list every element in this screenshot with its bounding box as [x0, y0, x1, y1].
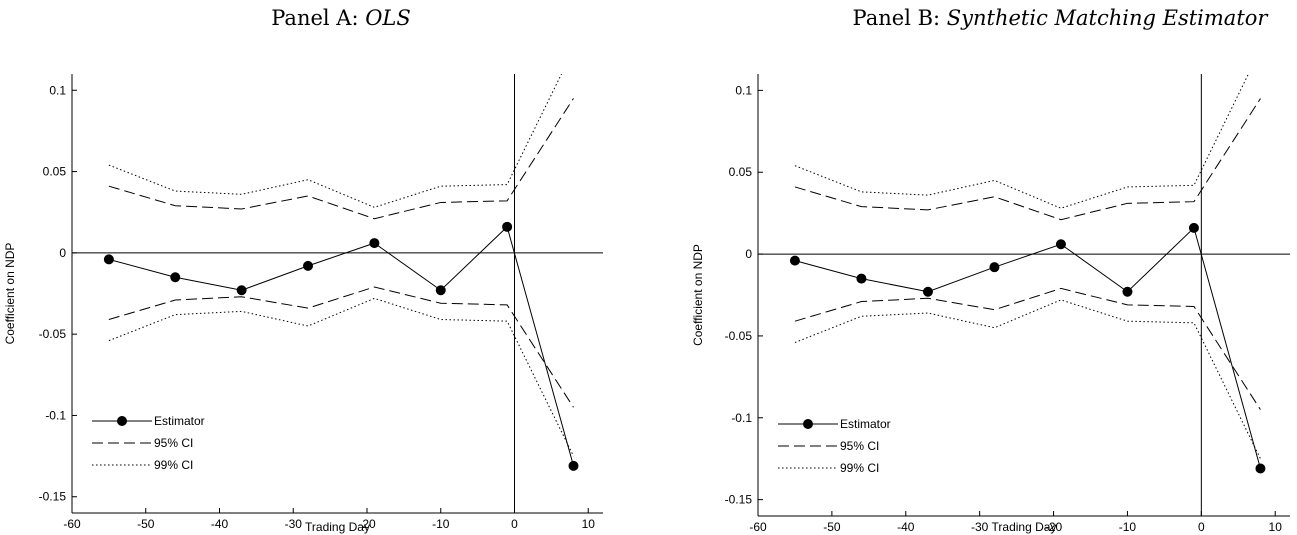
panel-a-legend-label-95-ci: 95% CI	[154, 436, 193, 450]
panel-a-series-95-ci-lower	[108, 286, 574, 408]
panel-b-x-tick-label: 10	[1269, 520, 1283, 534]
panel-a-y-tick-label: 0	[59, 246, 66, 260]
panel-a-x-axis-label: Trading Day	[305, 520, 370, 534]
panel-b-x-axis-label: Trading Day	[992, 520, 1057, 534]
panel-b-series-estimator-point	[856, 273, 867, 284]
panel-a-title-prefix: Panel A:	[271, 6, 366, 30]
panel-b-series-estimator-point	[1255, 463, 1266, 474]
panel-b-series-estimator-point	[1055, 239, 1066, 250]
panel-a-x-tick-label: 10	[582, 517, 596, 531]
panel-b-series-estimator-point	[922, 286, 933, 297]
panel-a-series-estimator-line	[108, 225, 574, 466]
panel-a-x-tick-label: -40	[211, 517, 229, 531]
panel-b-y-tick-label: 0	[745, 247, 752, 261]
panel-b-series-estimator-point	[1188, 222, 1199, 233]
panel-b-title-name: Synthetic Matching Estimator	[946, 6, 1268, 30]
panel-a-series-99-ci-upper	[108, 74, 563, 208]
panel-a-y-tick-label: 0.05	[43, 165, 67, 179]
panel-b-y-tick-label: -0.15	[725, 493, 753, 507]
panel-a-series-estimator-point	[369, 238, 380, 249]
panel-a-series-estimator-point	[502, 221, 513, 232]
panel-b-y-tick-label: 0.1	[735, 83, 752, 97]
panel-b-series-95-ci-upper	[794, 98, 1261, 221]
panel-b-legend-label-estimator: Estimator	[840, 417, 891, 431]
panel-a-series-estimator-point	[103, 254, 114, 265]
panel-a-x-tick-label: 0	[511, 517, 518, 531]
panel-b-legend-label-99-ci: 99% CI	[840, 461, 879, 475]
panel-b-title-prefix: Panel B:	[852, 6, 947, 30]
panel-b-series-estimator-point	[789, 255, 800, 266]
panel-a-title-name: OLS	[365, 6, 411, 30]
panel-b-x-tick-label: -30	[971, 520, 989, 534]
panel-a-series-estimator-point	[435, 285, 446, 296]
panel-a-x-tick-label: -50	[137, 517, 155, 531]
panel-b-y-tick-label: -0.1	[731, 411, 752, 425]
panel-a-series-99-ci-lower	[108, 297, 574, 457]
panel-b-x-tick-label: 0	[1198, 520, 1205, 534]
panel-b-legend-marker-estimator	[803, 419, 813, 429]
panel-a-series-estimator-point	[303, 260, 313, 271]
panel-b-y-axis-label: Coefficient on NDP	[691, 244, 705, 346]
panel-a-plot-area	[103, 74, 579, 471]
panel-a-y-axis-label: Coefficient on NDP	[3, 243, 17, 345]
panel-a-legend-label-99-ci: 99% CI	[154, 458, 193, 472]
panel-a-y-tick-label: 0.1	[49, 83, 66, 97]
panel-b-series-estimator-line	[794, 226, 1261, 469]
panel-b-x-tick-label: -50	[823, 520, 841, 534]
panel-a-chart: -60 -50 -40 -30 -20 -10 0 10 -0.15 -0.1 -0.05 0 0.05…	[3, 74, 603, 534]
panel-b-title: Panel B: Synthetic Matching Estimator	[850, 6, 1270, 30]
panel-b-series-99-ci-lower	[794, 299, 1261, 459]
panel-b-x-tick-label: -60	[749, 520, 767, 534]
panel-b-legend-label-95-ci: 95% CI	[840, 439, 879, 453]
panel-a-series-estimator-point	[170, 272, 181, 283]
panel-b-x-tick-label: -20	[1045, 520, 1063, 534]
panel-a-legend-marker-estimator	[117, 416, 127, 426]
panel-a-x-tick-label: -10	[432, 517, 450, 531]
panel-b-series-estimator-point	[989, 262, 1000, 273]
panel-b-series-95-ci-lower	[794, 287, 1261, 410]
panel-b-series-estimator-point	[1122, 286, 1133, 297]
panel-a-series-estimator-point	[568, 460, 579, 471]
panel-a-y-tick-label: -0.15	[39, 490, 67, 504]
panel-b-x-tick-label: -40	[897, 520, 915, 534]
panel-a-series-95-ci-upper	[108, 98, 574, 220]
panel-b-plot-area	[789, 74, 1266, 474]
panel-a-y-tick-label: -0.1	[45, 408, 66, 422]
panel-a-x-tick-label: -30	[285, 517, 303, 531]
panel-b-series-99-ci-upper	[794, 74, 1249, 209]
panel-b-y-tick-label: 0.05	[729, 165, 753, 179]
panel-b-chart: -60 -50 -40 -30 -20 -10 0 10 -0.15 -0.1 -0.05 0 0.05…	[691, 74, 1290, 534]
panel-b-y-tick-label: -0.05	[725, 329, 753, 343]
panel-b-x-tick-label: -10	[1119, 520, 1137, 534]
panel-a-title: Panel A: OLS	[236, 6, 446, 30]
panel-a-y-tick-label: -0.05	[39, 327, 67, 341]
panel-a-x-tick-label: -20	[358, 517, 376, 531]
panel-a-series-estimator-point	[236, 285, 247, 296]
panel-a-x-tick-label: -60	[63, 517, 81, 531]
panel-a-legend-label-estimator: Estimator	[154, 414, 205, 428]
